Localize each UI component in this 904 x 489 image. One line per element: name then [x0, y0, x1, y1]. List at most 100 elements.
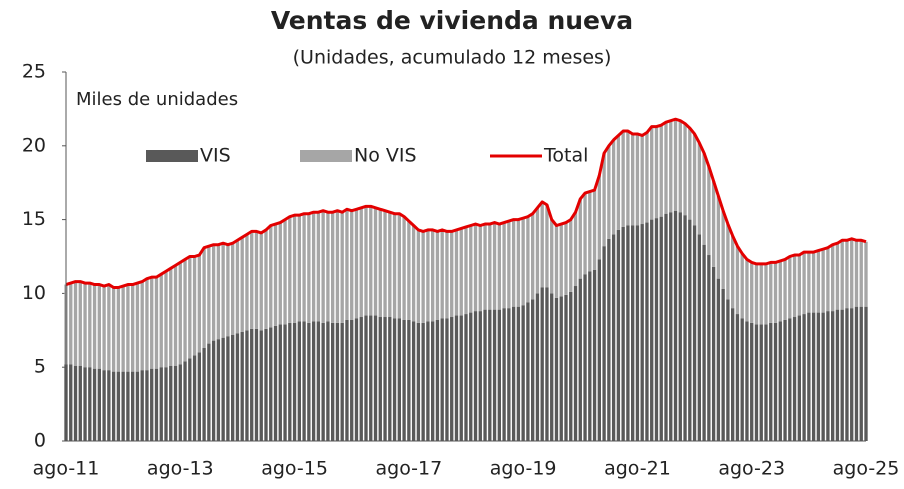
bar-segment: [688, 128, 692, 220]
bar-segment: [464, 226, 468, 315]
bar-segment: [421, 322, 425, 441]
x-tick-label: ago-19: [490, 458, 557, 480]
bar-segment: [554, 297, 559, 441]
bar-segment: [735, 246, 740, 315]
bar-segment: [650, 219, 654, 441]
bar-segment: [402, 319, 406, 441]
bar-segment: [107, 370, 111, 441]
y-tick-label: 5: [34, 356, 46, 378]
bar-segment: [83, 367, 87, 441]
bar-segment: [331, 322, 335, 441]
bar-segment: [473, 311, 478, 441]
bar-segment: [469, 225, 473, 313]
bar-segment: [659, 125, 663, 217]
bar-segment: [764, 324, 768, 441]
bar-segment: [202, 247, 206, 349]
bar-segment: [807, 312, 811, 441]
bar-segment: [640, 224, 644, 441]
bar-segment: [188, 256, 192, 359]
bar-segment: [178, 262, 182, 365]
bar-segment: [121, 371, 125, 441]
bar-segment: [373, 207, 378, 316]
bar-segment: [459, 228, 463, 316]
bar-segment: [416, 229, 421, 323]
bar-segment: [440, 318, 444, 441]
bar-segment: [497, 309, 501, 441]
bar-segment: [221, 243, 225, 338]
y-tick-label: 20: [22, 134, 46, 156]
bar-segment: [826, 247, 830, 312]
bar-segment: [540, 287, 544, 441]
bar-segment: [445, 318, 449, 441]
bar-segment: [511, 306, 516, 441]
legend-label: No VIS: [354, 145, 417, 167]
bar-segment: [664, 213, 668, 441]
bar-segment: [607, 238, 611, 441]
bar-segment: [864, 241, 868, 307]
bar-segment: [597, 259, 601, 441]
bar-segment: [716, 278, 721, 441]
chart-title: Ventas de vivienda nueva: [271, 6, 633, 35]
bar-segment: [302, 321, 306, 441]
bar-segment: [254, 328, 259, 441]
x-tick-label: ago-23: [718, 458, 785, 480]
bar-segment: [769, 322, 773, 441]
bar-segment: [811, 312, 816, 441]
bar-segment: [283, 324, 287, 441]
bar-segment: [845, 308, 849, 441]
bar-segment: [802, 314, 806, 441]
bar-segment: [331, 212, 335, 323]
bar-segment: [488, 309, 492, 441]
bar-segment: [273, 224, 278, 326]
bar-segment: [707, 255, 711, 441]
bar-segment: [707, 166, 711, 256]
bar-segment: [135, 283, 140, 372]
bar-segment: [669, 120, 673, 213]
legend-swatch: [300, 150, 352, 162]
bar-segment: [583, 274, 587, 441]
bar-segment: [345, 209, 349, 320]
bar-segment: [521, 218, 525, 306]
bar-segment: [831, 244, 835, 312]
legend-label: VIS: [200, 145, 231, 167]
bar-segment: [683, 215, 687, 441]
bar-segment: [821, 249, 825, 313]
bar-segment: [164, 271, 168, 368]
bar-segment: [621, 131, 625, 227]
bar-segment: [483, 224, 487, 310]
bar-segment: [711, 266, 716, 441]
x-tick-label: ago-25: [833, 458, 900, 480]
bar-segment: [797, 255, 801, 316]
bar-segment: [97, 284, 101, 369]
y-tick-label: 10: [22, 282, 46, 304]
bar-segment: [192, 355, 197, 441]
bar-segment: [731, 235, 735, 309]
bar-segment: [264, 229, 268, 329]
bar-segment: [626, 131, 630, 226]
bar-segment: [550, 293, 554, 441]
bar-segment: [207, 246, 211, 344]
bar-segment: [159, 367, 163, 441]
bar-segment: [326, 321, 330, 441]
bar-segment: [259, 232, 263, 331]
bar-segment: [631, 133, 635, 226]
bar-segment: [397, 213, 401, 319]
bar-segment: [783, 319, 787, 441]
bar-segment: [83, 283, 87, 368]
bar-segment: [273, 325, 278, 441]
bar-segment: [759, 324, 763, 441]
bar-segment: [373, 315, 378, 441]
bar-segment: [469, 312, 473, 441]
bar-segment: [454, 315, 459, 441]
bar-segment: [197, 352, 201, 441]
bar-segment: [492, 309, 497, 441]
bar-segment: [769, 262, 773, 323]
bar-segment: [659, 216, 663, 441]
bar-segment: [183, 259, 187, 362]
bar-segment: [269, 327, 273, 441]
bar-segment: [635, 225, 640, 441]
legend-item: Total: [490, 145, 588, 167]
bar-segment: [316, 321, 321, 441]
bar-segment: [540, 201, 544, 288]
